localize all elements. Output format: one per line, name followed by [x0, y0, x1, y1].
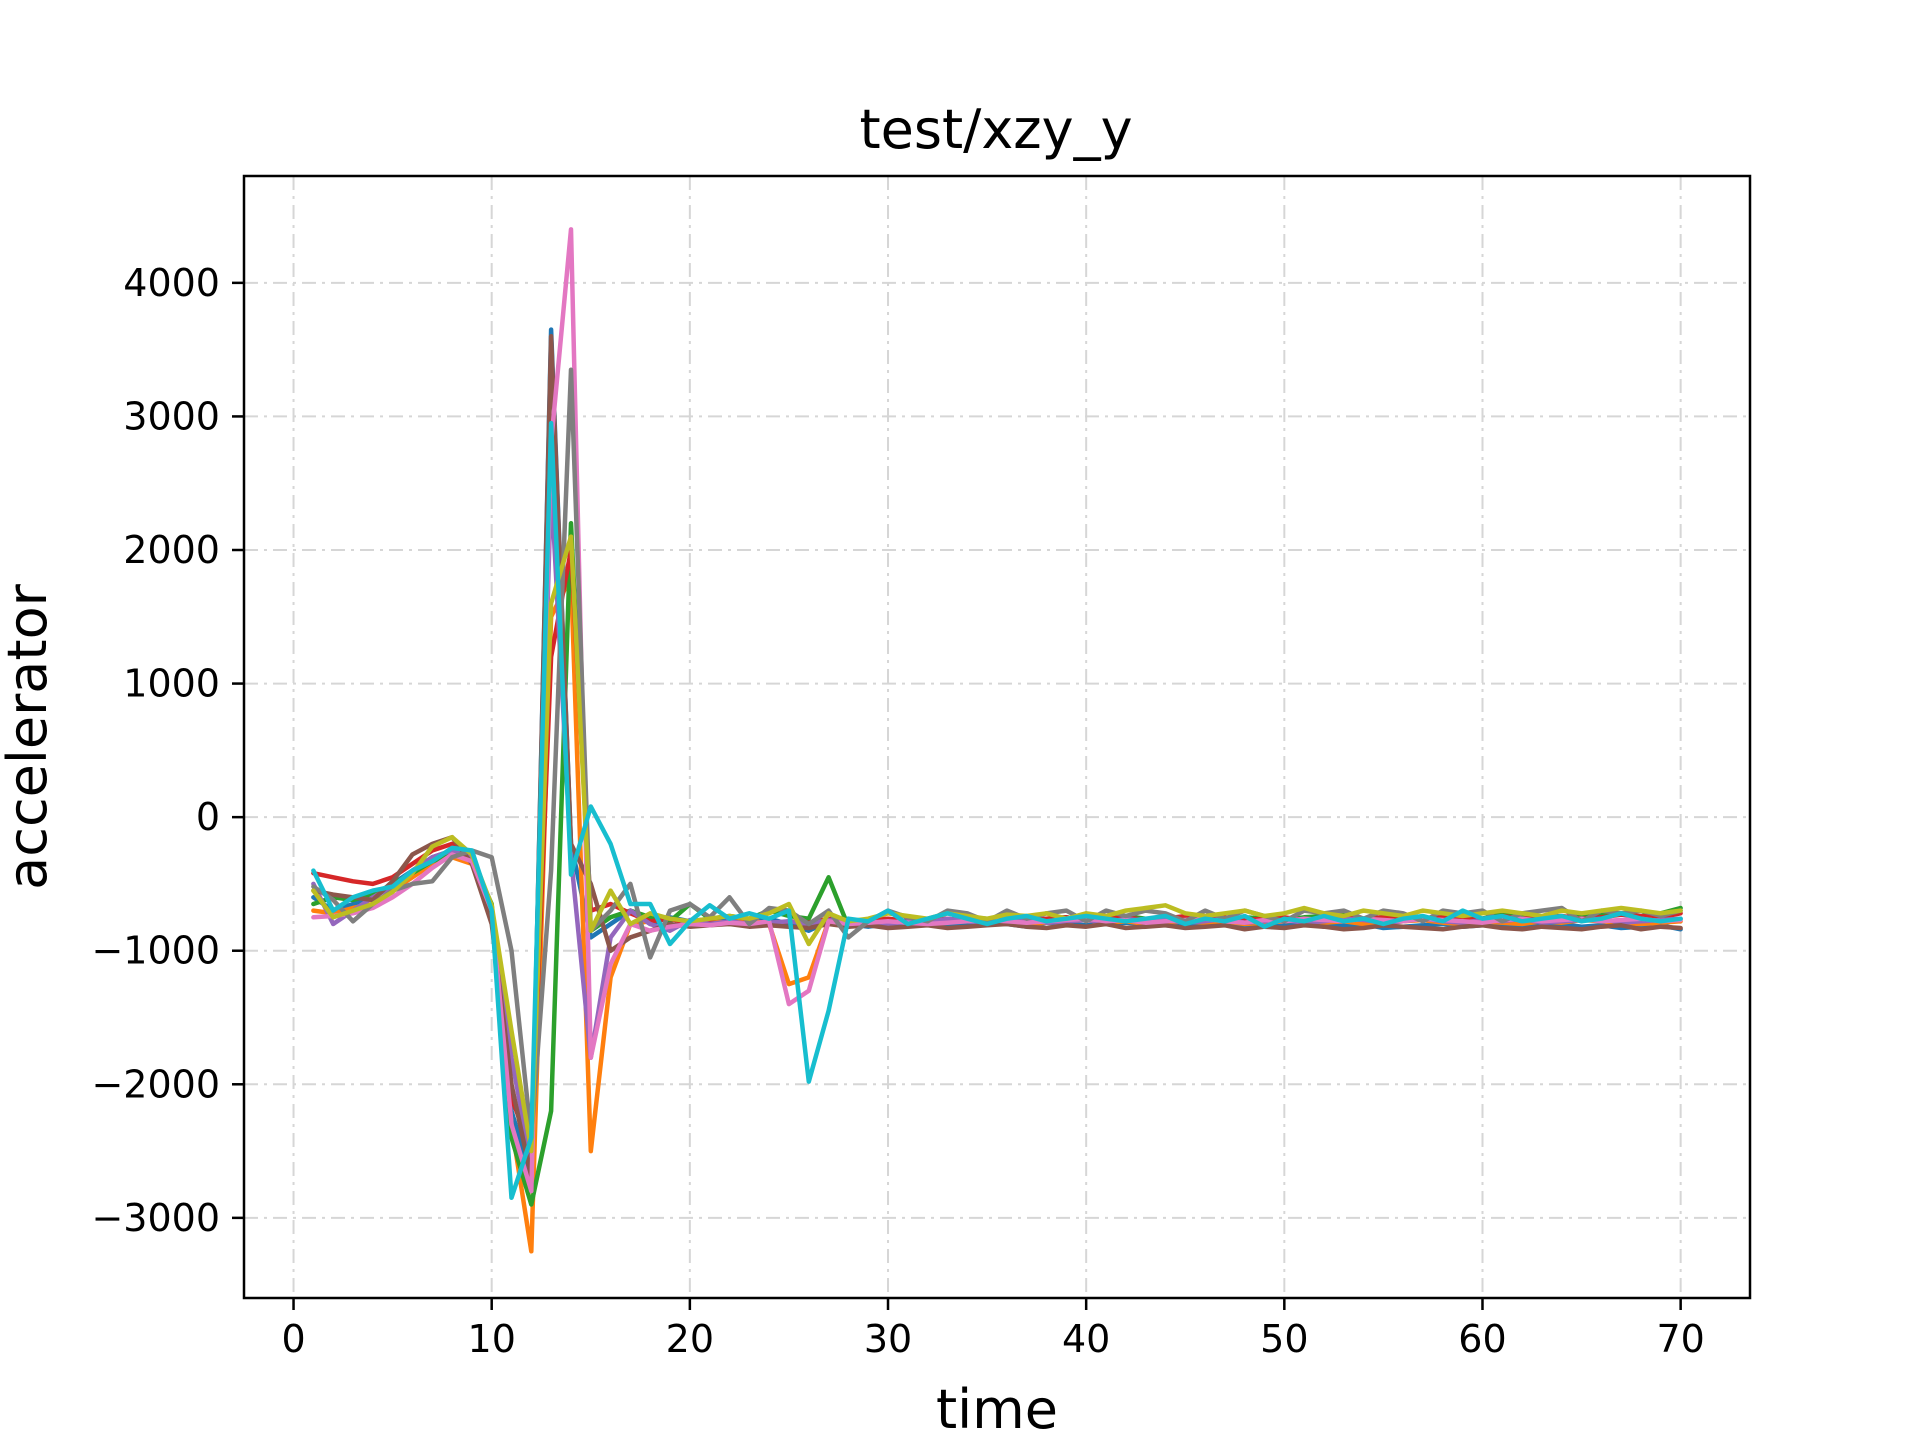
x-axis-label: time — [936, 1378, 1058, 1440]
x-tick-label: 0 — [281, 1317, 305, 1361]
y-tick-label: 3000 — [123, 394, 220, 438]
y-axis-label: accelerator — [0, 583, 59, 889]
x-tick-label: 40 — [1062, 1317, 1110, 1361]
chart-title: test/xzy_y — [859, 98, 1132, 161]
x-tick-label: 20 — [666, 1317, 714, 1361]
y-tick-label: 1000 — [123, 662, 220, 706]
plot-frame — [242, 174, 1752, 1300]
grid-lines — [244, 176, 1750, 1298]
x-tick-label: 30 — [864, 1317, 912, 1361]
x-tick-label: 10 — [468, 1317, 516, 1361]
series-line-10 — [311, 420, 1683, 1201]
y-tick-label: 0 — [196, 795, 220, 839]
axis-ticks: 0 10 20 30 40 50 60 70 −3000 −2000 −1000 0 1000 2000 3… — [91, 261, 1704, 1361]
x-tick-label: 50 — [1260, 1317, 1308, 1361]
y-tick-label: −1000 — [91, 929, 220, 973]
y-tick-label: 4000 — [123, 261, 220, 305]
series-lines — [311, 227, 1683, 1254]
y-tick-label: −3000 — [91, 1196, 220, 1240]
y-tick-label: 2000 — [123, 528, 220, 572]
x-tick-label: 60 — [1458, 1317, 1506, 1361]
y-tick-label: −2000 — [91, 1062, 220, 1106]
x-tick-label: 70 — [1656, 1317, 1704, 1361]
